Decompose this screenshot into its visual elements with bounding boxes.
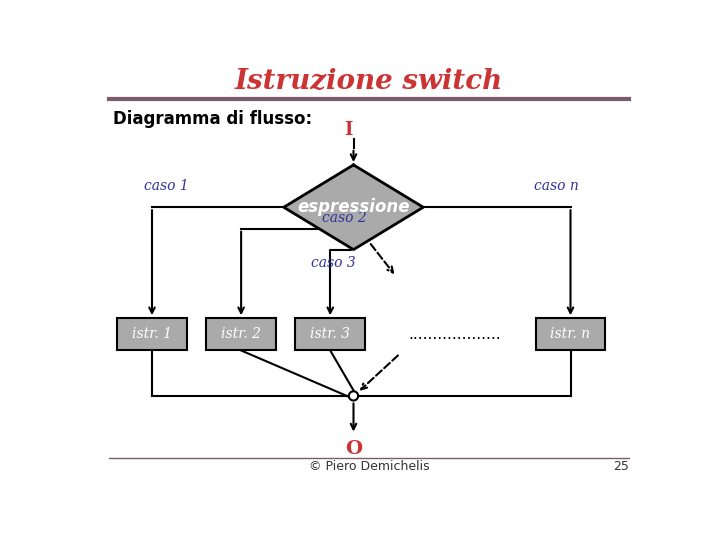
FancyBboxPatch shape (536, 318, 606, 350)
Text: istr. 2: istr. 2 (221, 327, 261, 341)
FancyBboxPatch shape (295, 318, 365, 350)
Text: caso 3: caso 3 (311, 256, 356, 270)
Text: Diagramma di flusso:: Diagramma di flusso: (113, 110, 312, 127)
Text: caso n: caso n (534, 179, 578, 193)
Text: I: I (344, 122, 353, 139)
Text: istr. n: istr. n (551, 327, 590, 341)
Text: caso 2: caso 2 (323, 211, 367, 225)
Text: istr. 1: istr. 1 (132, 327, 172, 341)
Text: istr. 3: istr. 3 (310, 327, 350, 341)
Text: espressione: espressione (297, 198, 410, 216)
Text: ...................: ................... (408, 327, 500, 342)
Text: Istruzione switch: Istruzione switch (235, 68, 503, 95)
Text: O: O (345, 440, 362, 458)
Polygon shape (284, 165, 423, 249)
Text: caso 1: caso 1 (144, 179, 189, 193)
FancyBboxPatch shape (117, 318, 187, 350)
Text: © Piero Demichelis: © Piero Demichelis (309, 460, 429, 473)
FancyBboxPatch shape (206, 318, 276, 350)
Text: 25: 25 (613, 460, 629, 473)
Circle shape (349, 392, 358, 401)
